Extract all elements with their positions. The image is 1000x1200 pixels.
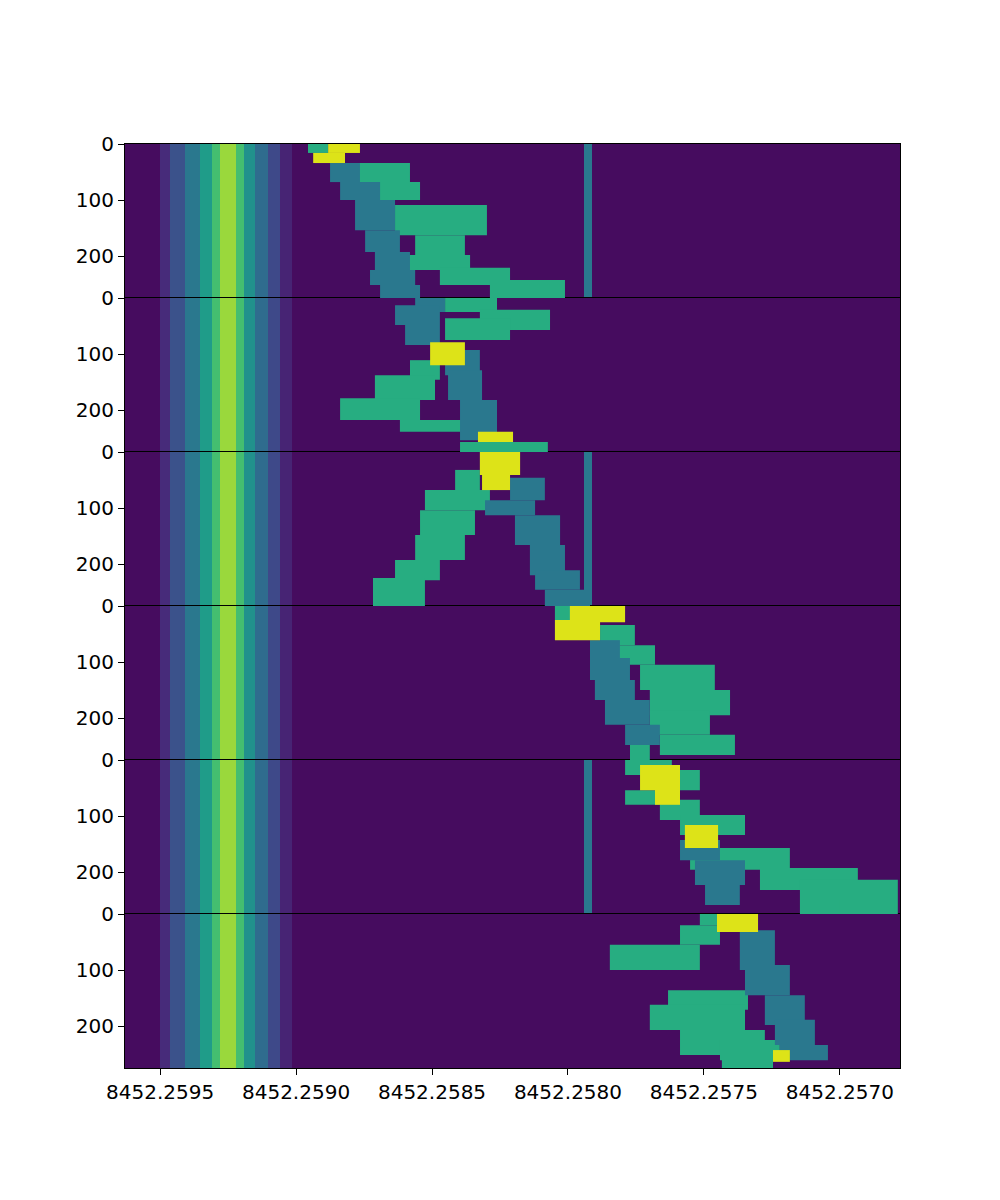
svg-text:8452.2570: 8452.2570 bbox=[786, 1080, 894, 1104]
svg-text:200: 200 bbox=[76, 706, 114, 730]
svg-text:8452.2585: 8452.2585 bbox=[378, 1080, 486, 1104]
svg-text:8452.2595: 8452.2595 bbox=[106, 1080, 214, 1104]
svg-text:0: 0 bbox=[101, 902, 114, 926]
svg-text:8452.2575: 8452.2575 bbox=[650, 1080, 758, 1104]
svg-text:100: 100 bbox=[76, 188, 114, 212]
svg-text:200: 200 bbox=[76, 398, 114, 422]
svg-text:200: 200 bbox=[76, 244, 114, 268]
svg-text:100: 100 bbox=[76, 342, 114, 366]
svg-text:0: 0 bbox=[101, 440, 114, 464]
svg-text:0: 0 bbox=[101, 594, 114, 618]
svg-text:8452.2580: 8452.2580 bbox=[514, 1080, 622, 1104]
svg-text:0: 0 bbox=[101, 748, 114, 772]
svg-text:100: 100 bbox=[76, 804, 114, 828]
svg-text:200: 200 bbox=[76, 1014, 114, 1038]
svg-text:8452.2590: 8452.2590 bbox=[242, 1080, 350, 1104]
svg-text:200: 200 bbox=[76, 860, 114, 884]
svg-text:100: 100 bbox=[76, 650, 114, 674]
svg-text:0: 0 bbox=[101, 286, 114, 310]
svg-text:0: 0 bbox=[101, 132, 114, 156]
svg-text:100: 100 bbox=[76, 958, 114, 982]
svg-text:200: 200 bbox=[76, 552, 114, 576]
svg-text:100: 100 bbox=[76, 496, 114, 520]
